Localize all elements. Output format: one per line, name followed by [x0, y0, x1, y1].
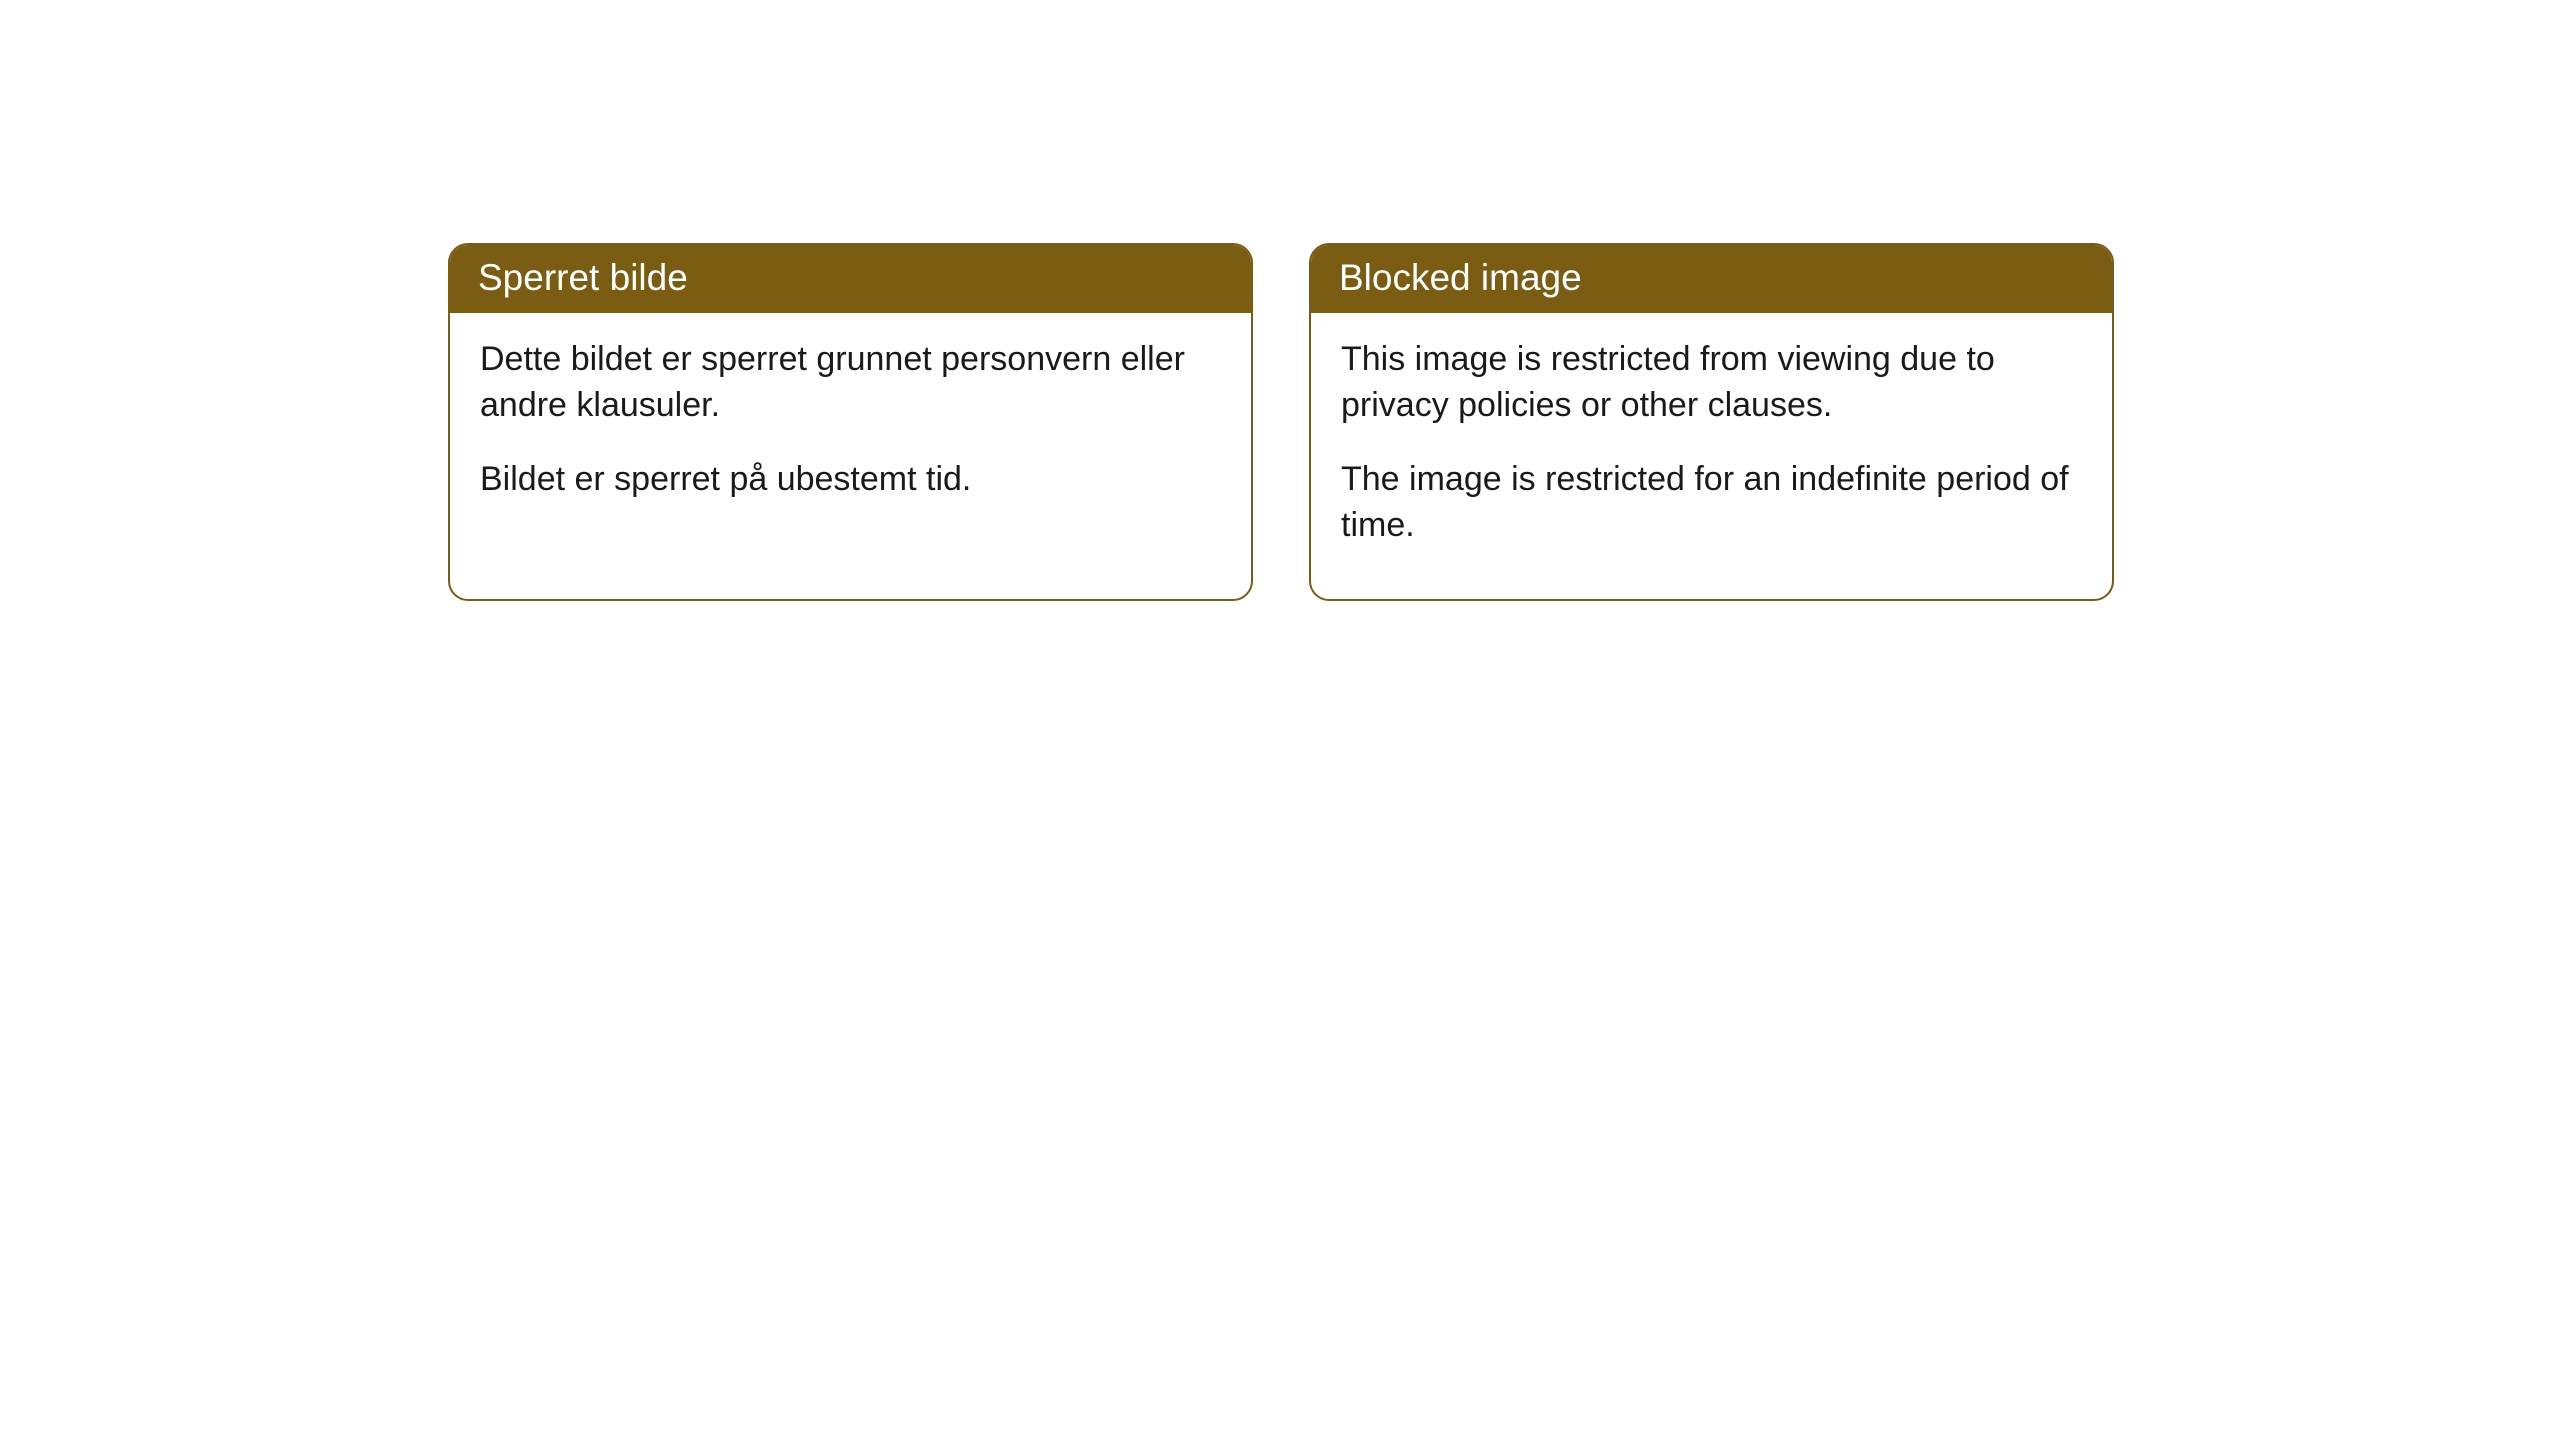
card-norwegian: Sperret bilde Dette bildet er sperret gr…: [448, 243, 1253, 601]
card-body-en: This image is restricted from viewing du…: [1311, 313, 2112, 599]
card-text-no-2: Bildet er sperret på ubestemt tid.: [480, 457, 1221, 503]
card-title-en: Blocked image: [1311, 245, 2112, 313]
card-body-no: Dette bildet er sperret grunnet personve…: [450, 313, 1251, 553]
card-title-no: Sperret bilde: [450, 245, 1251, 313]
card-text-en-2: The image is restricted for an indefinit…: [1341, 457, 2082, 549]
blocked-image-notices: Sperret bilde Dette bildet er sperret gr…: [448, 243, 2114, 601]
card-text-no-1: Dette bildet er sperret grunnet personve…: [480, 337, 1221, 429]
card-english: Blocked image This image is restricted f…: [1309, 243, 2114, 601]
card-text-en-1: This image is restricted from viewing du…: [1341, 337, 2082, 429]
